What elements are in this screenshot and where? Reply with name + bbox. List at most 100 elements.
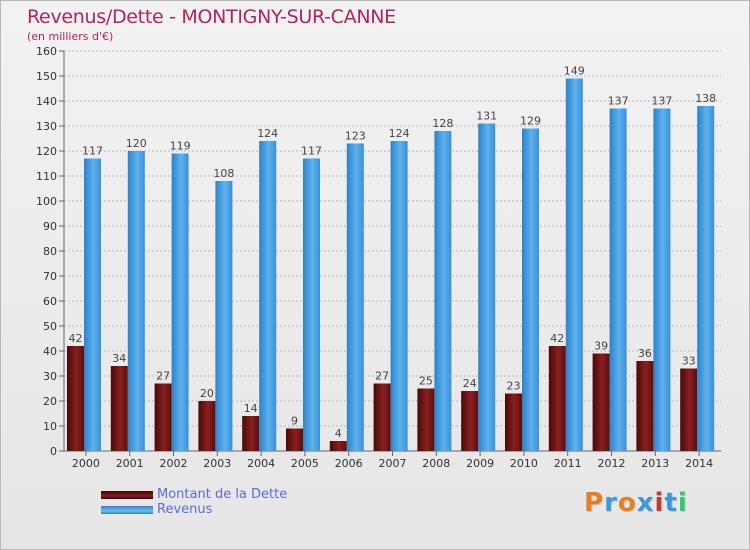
dette-bar [198, 401, 216, 451]
revenus-bar [84, 158, 101, 451]
dette-bar [680, 368, 698, 451]
data-labels: 42 117 34 120 27 119 20 108 14 124 9 117 4 123 27 124 25… [69, 65, 717, 441]
revenus-bar [346, 143, 364, 451]
x-tick-label: 2001 [116, 457, 144, 470]
dette-data-label: 36 [638, 347, 652, 360]
x-tick-label: 2010 [510, 457, 538, 470]
y-tick-label: 0 [50, 445, 57, 458]
dette-data-label: 14 [244, 402, 258, 415]
legend-label-revenus: Revenus [157, 502, 213, 517]
x-axis: 2000 2001 2002 2003 2004 2005 2006 2007 2008 2009… [64, 450, 721, 470]
dette-bar [373, 383, 391, 451]
legend-swatch-dette [101, 491, 153, 499]
dette-data-label: 42 [550, 332, 564, 345]
y-tick-label: 130 [36, 120, 57, 133]
dette-bar [329, 441, 347, 451]
dette-bar [592, 353, 610, 451]
logo-letter: i [654, 488, 665, 518]
y-axis: 0 10 20 30 40 50 60 70 80 90 100 110 120 130 140 150 160 [36, 45, 65, 458]
legend-swatch-revenus [101, 506, 153, 514]
x-tick-label: 2005 [291, 457, 319, 470]
logo-letter: r [604, 488, 618, 518]
revenus-data-label: 117 [301, 145, 322, 158]
revenus-bar [478, 123, 496, 451]
y-tick-label: 80 [43, 245, 57, 258]
dette-data-label: 23 [507, 380, 521, 393]
x-tick-label: 2013 [641, 457, 669, 470]
y-tick-label: 120 [36, 145, 57, 158]
chart-subtitle: (en milliers d'€) [27, 30, 114, 43]
dette-data-label: 25 [419, 375, 433, 388]
dette-bar [636, 361, 654, 451]
revenus-bar [522, 128, 539, 451]
revenus-bar [609, 108, 627, 451]
dette-data-label: 27 [156, 370, 170, 383]
revenus-data-label: 108 [213, 167, 234, 180]
dette-bar [548, 346, 566, 451]
y-tick-label: 100 [36, 195, 57, 208]
y-tick-label: 50 [43, 320, 57, 333]
revenus-bar [653, 108, 671, 451]
revenus-data-label: 120 [126, 137, 147, 150]
revenus-data-label: 138 [695, 92, 716, 105]
bars [67, 78, 715, 451]
revenus-data-label: 123 [345, 130, 366, 143]
x-tick-label: 2004 [247, 457, 275, 470]
y-tick-label: 70 [43, 270, 57, 283]
revenus-data-label: 149 [564, 65, 585, 78]
revenus-bar [171, 153, 189, 451]
revenus-bar [127, 151, 145, 451]
x-tick-label: 2014 [685, 457, 713, 470]
dette-bar [461, 391, 479, 451]
dette-data-label: 20 [200, 387, 214, 400]
revenus-bar [697, 106, 715, 451]
y-tick-label: 90 [43, 220, 57, 233]
logo-letter: P [584, 488, 605, 518]
dette-bar [505, 393, 522, 451]
y-tick-label: 20 [43, 395, 57, 408]
dette-data-label: 42 [69, 332, 83, 345]
dette-data-label: 9 [291, 415, 298, 428]
dette-bar [286, 428, 303, 451]
x-tick-label: 2007 [379, 457, 407, 470]
revenus-data-label: 124 [257, 127, 278, 140]
y-tick-label: 30 [43, 370, 57, 383]
dette-bar [110, 366, 128, 451]
dette-data-label: 33 [682, 355, 696, 368]
x-tick-label: 2003 [203, 457, 231, 470]
x-tick-label: 2006 [335, 457, 363, 470]
dette-bar [154, 383, 172, 451]
y-tick-label: 110 [36, 170, 57, 183]
revenus-bar [565, 78, 583, 451]
revenus-data-label: 128 [432, 117, 453, 130]
y-tick-label: 60 [43, 295, 57, 308]
y-tick-label: 40 [43, 345, 57, 358]
proxiti-logo: Proxiti [584, 488, 688, 518]
y-tick-label: 140 [36, 95, 57, 108]
revenus-data-label: 131 [476, 110, 497, 123]
x-tick-label: 2011 [554, 457, 582, 470]
revenus-bar [434, 131, 452, 451]
y-tick-label: 10 [43, 420, 57, 433]
x-tick-label: 2012 [598, 457, 626, 470]
logo-letter: o [617, 488, 637, 518]
x-tick-label: 2002 [160, 457, 188, 470]
logo-letter: t [664, 488, 678, 518]
dette-data-label: 24 [463, 377, 477, 390]
revenus-data-label: 124 [389, 127, 410, 140]
x-tick-label: 2009 [466, 457, 494, 470]
revenus-bar [259, 141, 277, 451]
dette-bar [67, 346, 84, 451]
revenus-data-label: 119 [170, 140, 191, 153]
revenus-bar [215, 181, 233, 451]
chart-title: Revenus/Dette - MONTIGNY-SUR-CANNE [27, 6, 396, 28]
logo-letter: x [636, 488, 655, 518]
x-tick-label: 2000 [72, 457, 100, 470]
dette-data-label: 4 [335, 427, 342, 440]
y-tick-label: 150 [36, 70, 57, 83]
dette-data-label: 34 [112, 352, 126, 365]
x-tick-label: 2008 [422, 457, 450, 470]
dette-data-label: 39 [594, 340, 608, 353]
